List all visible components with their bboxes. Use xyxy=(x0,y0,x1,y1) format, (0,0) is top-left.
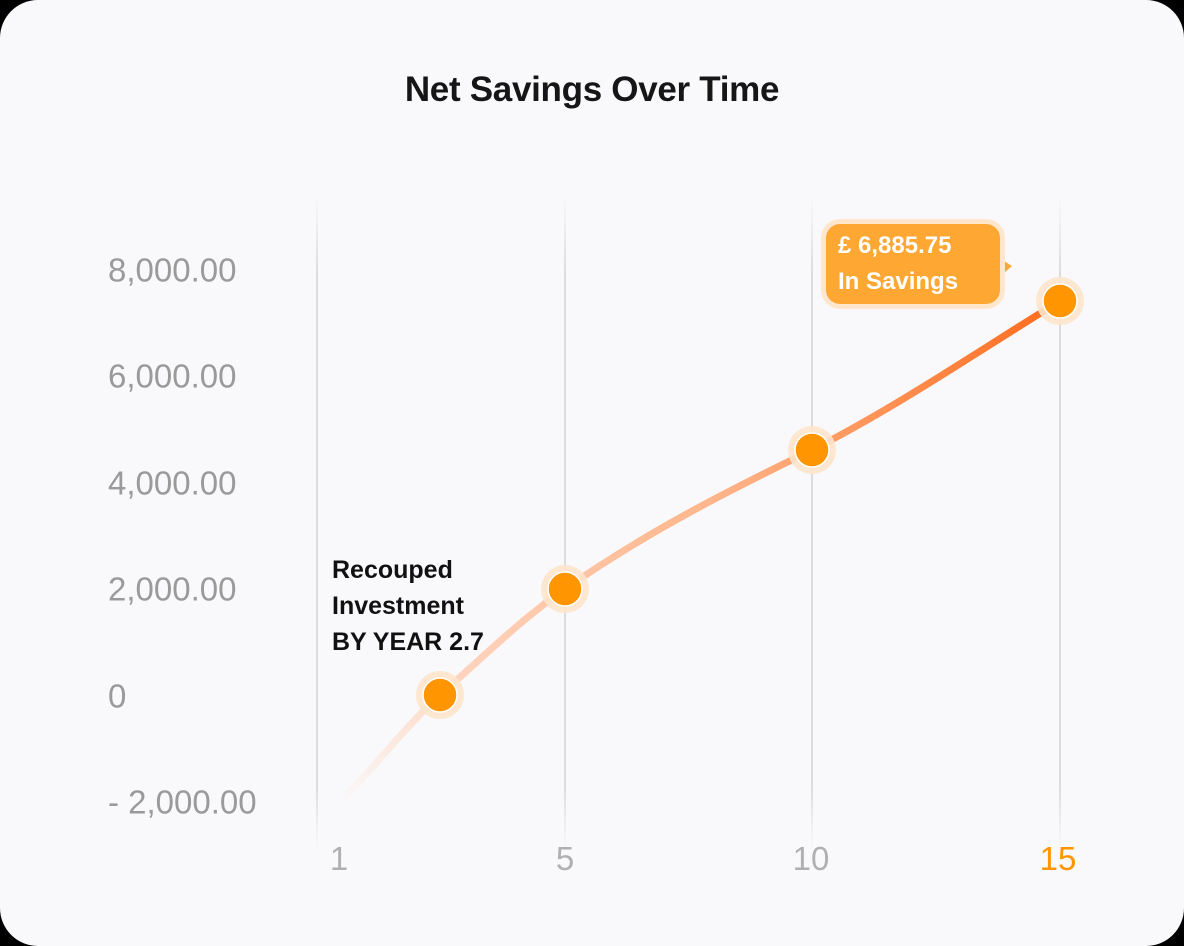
annotation-line-1: Recouped xyxy=(332,556,453,584)
annotation-line-3: BY YEAR 2.7 xyxy=(332,628,484,656)
y-tick-8000: 8,000.00 xyxy=(108,251,237,289)
data-point-year-10 xyxy=(788,426,836,474)
data-point-year-15 xyxy=(1036,277,1084,325)
y-tick-0: 0 xyxy=(108,677,127,715)
y-tick-neg-2000: - 2,000.00 xyxy=(108,783,257,821)
x-tick-15: 15 xyxy=(1039,840,1077,877)
y-tick-2000: 2,000.00 xyxy=(108,570,237,608)
data-point-year-5 xyxy=(541,565,589,613)
callout-label: In Savings xyxy=(838,268,959,295)
annotation-line-2: Investment xyxy=(332,592,464,620)
x-tick-10: 10 xyxy=(792,840,830,877)
callout-tail xyxy=(996,256,1012,280)
savings-callout: £ 6,885.75 In Savings xyxy=(826,224,1000,304)
vertical-gridlines xyxy=(316,195,1061,850)
x-tick-1: 1 xyxy=(329,840,349,877)
savings-line xyxy=(334,297,1064,809)
callout-amount: £ 6,885.75 xyxy=(838,232,952,259)
data-point-year-2-7 xyxy=(416,671,464,719)
recouped-annotation: Recouped Investment BY YEAR 2.7 xyxy=(332,552,484,660)
y-tick-6000: 6,000.00 xyxy=(108,357,237,395)
y-tick-4000: 4,000.00 xyxy=(108,464,237,502)
chart-title: Net Savings Over Time xyxy=(404,70,780,109)
x-tick-5: 5 xyxy=(555,840,575,877)
